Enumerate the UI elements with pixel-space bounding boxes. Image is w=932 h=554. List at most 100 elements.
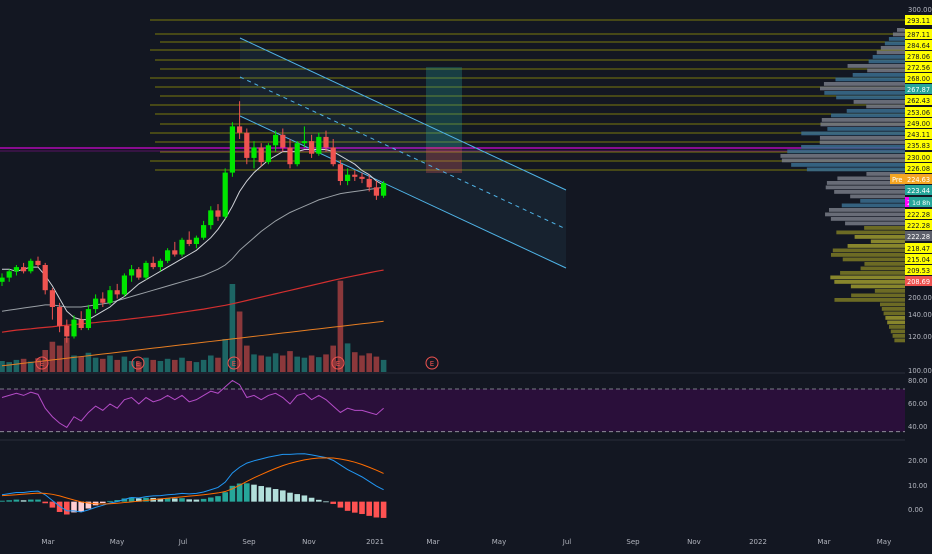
macd-histogram-bar [42, 501, 48, 504]
volume-profile-bar [892, 334, 905, 338]
macd-histogram-bar [179, 498, 185, 502]
macd-histogram-bar [359, 501, 365, 515]
macd-histogram-bar [64, 501, 70, 515]
price-axis-tick: 200.00 [908, 294, 932, 302]
channel-mid-line [239, 76, 567, 230]
volume-profile-bar [866, 104, 905, 109]
candle-body [309, 141, 315, 154]
price-tag [905, 107, 932, 117]
volume-profile-bar [801, 145, 905, 149]
volume-bar [208, 355, 214, 372]
candle-body [280, 134, 286, 148]
ma-long-line [1, 320, 384, 367]
time-axis[interactable]: Mar May Jul Sep Nov 2021 Mar May Jul Sep Nov 2022 Ma… [41, 538, 891, 546]
candle-body [186, 239, 192, 244]
volume-bar [71, 355, 77, 372]
macd-histogram-bar [121, 498, 128, 502]
macd-histogram-bar [128, 497, 135, 502]
volume-profile-bar [840, 271, 905, 275]
volume-bar [287, 351, 293, 372]
macd-histogram-bar [337, 501, 344, 508]
volume-profile-bar [847, 244, 905, 248]
volume-bar [64, 337, 70, 372]
volume-profile [780, 28, 905, 343]
earnings-marker-label: E [336, 360, 340, 368]
price-tag-label: 243.11 [907, 131, 930, 139]
volume-profile-bar [883, 311, 905, 316]
volume-bar [229, 284, 236, 372]
rsi-axis-tick: 60.00 [908, 400, 927, 408]
volume-bar [316, 357, 322, 372]
volume-bar [128, 361, 135, 372]
candle-body [373, 187, 379, 196]
price-tag [905, 185, 932, 195]
volume-profile-bar [821, 118, 905, 122]
earnings-marker [331, 356, 345, 370]
volume-bar [215, 357, 221, 372]
macd-histogram-bar [251, 484, 257, 502]
volume-profile-bar [832, 248, 905, 253]
volume-bar [114, 359, 120, 372]
volume-profile-bar [806, 167, 905, 172]
price-tag-label: 253.06 [907, 109, 930, 117]
candle-body [114, 290, 120, 295]
macd-histogram-bar [373, 501, 380, 518]
time-axis-label: Mar [426, 538, 439, 546]
macd-signal-line [1, 457, 384, 505]
candle-body [64, 325, 70, 337]
price-tag-label: 223.44 [907, 187, 930, 195]
time-axis-label: 2022 [749, 538, 767, 546]
earnings-marker-label: E [232, 360, 236, 368]
time-tag-label: 1d 8h [912, 199, 930, 207]
price-axis[interactable]: 293.11 287.11 284.64 278.06 272.56 268.00 267.… [890, 0, 932, 550]
volume-bar [78, 356, 84, 372]
time-tag [909, 197, 932, 207]
volume-bar [107, 355, 113, 372]
macd-histogram-bar [107, 500, 113, 502]
macd-histogram-bar [215, 496, 221, 502]
macd-histogram-bar [308, 497, 315, 502]
macd-histogram-bar [28, 499, 34, 502]
volume-profile-bar [876, 50, 905, 55]
candle-body [121, 275, 127, 295]
volume-bar [6, 362, 12, 372]
price-level-lines [0, 19, 905, 171]
candle-body [57, 307, 63, 326]
price-tag-label: 222.28 [907, 233, 930, 241]
macd-histogram-bar [330, 501, 336, 504]
price-tag [905, 243, 932, 253]
volume-profile-bar [890, 329, 905, 334]
volume-profile-bar [860, 266, 905, 271]
volume-profile-bar [841, 203, 905, 208]
candle-body [229, 126, 235, 173]
price-tag [905, 129, 932, 139]
candle-body [237, 126, 243, 133]
price-tag [905, 15, 932, 25]
descending-channel[interactable] [239, 37, 567, 269]
time-axis-label: Jul [178, 538, 188, 546]
volume-bar [186, 361, 192, 372]
volume-profile-bar [819, 140, 905, 145]
macd-histogram-bar [49, 501, 56, 508]
volume-bar [121, 356, 128, 372]
volume-profile-bar [854, 235, 905, 239]
volume-profile-bar [827, 127, 905, 131]
macd-histogram-bar [114, 500, 120, 502]
price-tag-label: 235.83 [907, 142, 930, 150]
volume-bar [85, 352, 92, 372]
volume-profile-bar [892, 32, 905, 37]
time-axis-label: Sep [242, 538, 256, 546]
candle-body [49, 290, 55, 307]
earnings-marker-label: E [40, 360, 44, 368]
candle-body [172, 250, 178, 255]
candle-body [215, 210, 221, 217]
candle-body [345, 174, 351, 181]
channel-lower-line [239, 115, 567, 269]
volume-profile-bar [868, 59, 905, 64]
time-axis-label: Mar [41, 538, 54, 546]
volume-bar [157, 361, 164, 372]
macd-histogram-bar [222, 492, 228, 502]
ma-slow-line [1, 269, 384, 333]
